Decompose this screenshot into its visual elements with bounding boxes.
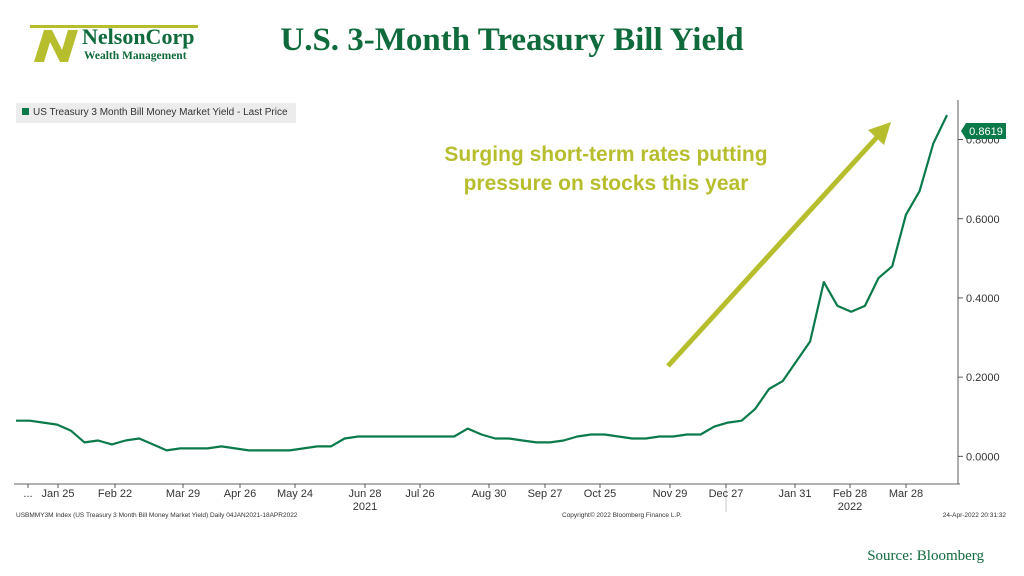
- x-axis-ticks: ... Jan 25 Feb 22 Mar 29 Apr 26 May 24 Jun 28 J…: [23, 484, 923, 500]
- y-tick-label: 0.4000: [966, 293, 1000, 305]
- x-tick-label: Mar 28: [889, 488, 923, 500]
- source-note: Source: Bloomberg: [867, 548, 984, 564]
- x-year-label: 2022: [838, 501, 862, 513]
- logo-name: NelsonCorp: [82, 24, 195, 49]
- logo-n-mark: [34, 30, 78, 62]
- annotation-line-1: Surging short-term rates putting: [444, 143, 768, 166]
- legend-label: US Treasury 3 Month Bill Money Market Yi…: [33, 107, 288, 118]
- x-tick-label: Jun 28: [348, 488, 381, 500]
- series-line: [16, 114, 948, 452]
- footer-copyright: Copyright© 2022 Bloomberg Finance L.P.: [562, 512, 682, 519]
- x-tick-label: Oct 25: [584, 488, 616, 500]
- footer-timestamp: 24-Apr-2022 20:31:32: [942, 512, 1006, 519]
- x-tick-label: Feb 28: [833, 488, 867, 500]
- x-tick-label: Mar 29: [166, 488, 200, 500]
- x-tick-label: Nov 29: [653, 488, 688, 500]
- x-tick-label: May 24: [277, 488, 313, 500]
- x-tick-label: Aug 30: [472, 488, 507, 500]
- x-tick-label: Apr 26: [224, 488, 256, 500]
- x-tick-label: Jan 31: [778, 488, 811, 500]
- x-tick-label: ...: [23, 488, 32, 500]
- x-tick-label: Feb 22: [98, 488, 132, 500]
- logo-subtitle: Wealth Management: [84, 50, 187, 62]
- annotation-arrow: [666, 122, 891, 368]
- chart-annotation: Surging short-term rates putting pressur…: [406, 140, 806, 198]
- footer-index-info: USBMMY3M Index (US Treasury 3 Month Bill…: [16, 512, 298, 519]
- legend-swatch: [22, 108, 29, 115]
- x-tick-label: Jul 26: [405, 488, 434, 500]
- logo-rule: [30, 25, 198, 28]
- last-value-badge: 0.8619: [961, 123, 1006, 139]
- x-tick-label: Dec 27: [709, 488, 744, 500]
- x-tick-label: Sep 27: [528, 488, 563, 500]
- y-tick-label: 0.0000: [966, 451, 1000, 463]
- last-value-label: 0.8619: [969, 126, 1003, 138]
- annotation-line-2: pressure on stocks this year: [463, 172, 749, 195]
- nelsoncorp-logo: [30, 25, 198, 62]
- y-tick-label: 0.2000: [966, 372, 1000, 384]
- year-labels: 2021 2022: [353, 501, 862, 513]
- page-title: U.S. 3-Month Treasury Bill Yield: [280, 22, 744, 58]
- x-tick-label: Jan 25: [41, 488, 74, 500]
- chart-legend: US Treasury 3 Month Bill Money Market Yi…: [16, 103, 296, 123]
- y-tick-label: 0.6000: [966, 214, 1000, 226]
- x-year-label: 2021: [353, 501, 377, 513]
